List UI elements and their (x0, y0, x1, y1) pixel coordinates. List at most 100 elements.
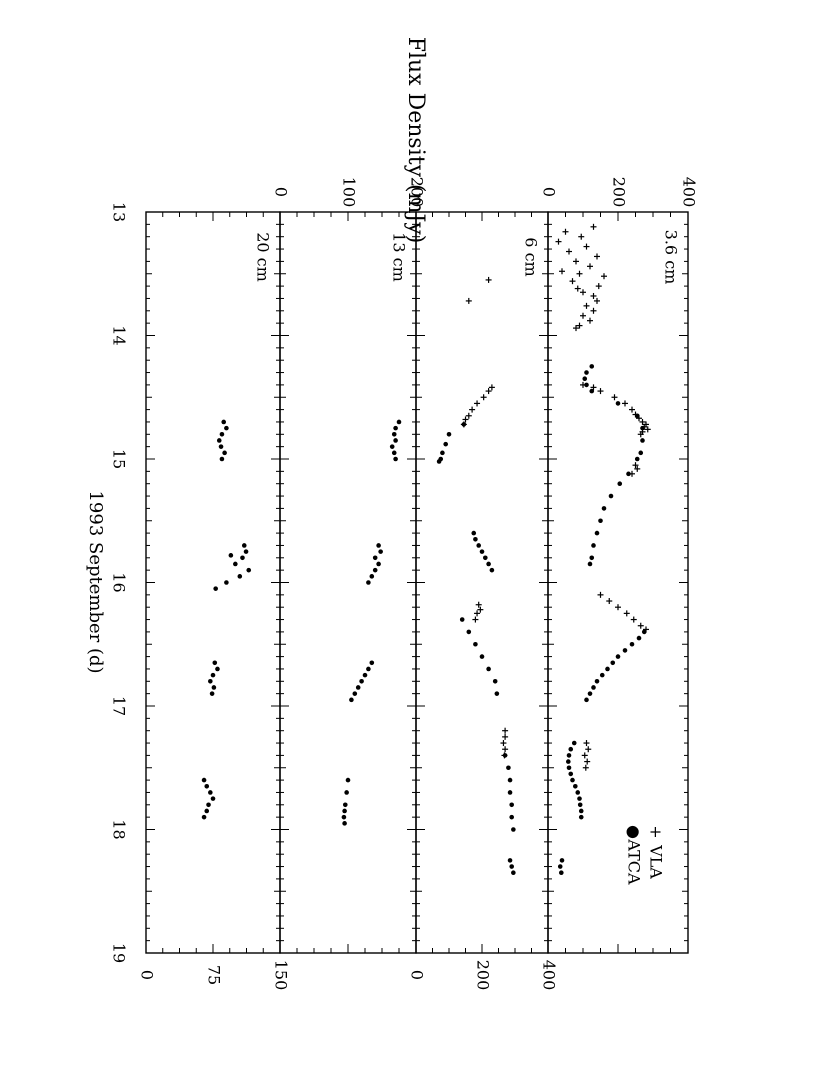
panel-20-cm (145, 211, 281, 954)
x-axis-title: 1993 September (d) (85, 490, 106, 673)
atca-point (638, 450, 644, 456)
atca-point (213, 586, 218, 591)
atca-point (473, 536, 478, 542)
vla-point (587, 263, 593, 270)
vla-point (502, 727, 509, 734)
atca-point (216, 438, 222, 443)
atca-point (566, 765, 572, 771)
vla-point (576, 322, 583, 329)
atca-point (507, 777, 513, 783)
x-tick-label: 14 (110, 325, 129, 345)
atca-point (228, 553, 234, 558)
x-tick-label: 16 (110, 572, 129, 592)
atca-point (210, 796, 216, 801)
atca-point (622, 648, 628, 653)
vla-point (566, 248, 572, 255)
atca-point (640, 425, 645, 431)
atca-point (577, 796, 582, 801)
atca-point (626, 471, 631, 477)
atca-point (489, 567, 495, 573)
vla-point (590, 307, 597, 314)
vla-point (562, 228, 569, 235)
atca-point (436, 459, 442, 464)
vla-point (574, 285, 581, 292)
vla-point (594, 297, 600, 304)
atca-point (208, 679, 213, 684)
atca-point (218, 444, 224, 449)
atca-point (211, 685, 217, 690)
atca-point (446, 432, 452, 437)
vla-point (644, 426, 651, 433)
atca-point (206, 802, 211, 808)
vla-point (583, 243, 590, 250)
atca-point (568, 771, 574, 777)
vla-point (615, 604, 621, 611)
atca-point (466, 629, 472, 635)
atca-point (584, 697, 589, 703)
atca-point (366, 580, 371, 585)
vla-point (584, 758, 591, 765)
y-axis-title: Flux Density (mJy) (403, 37, 428, 244)
atca-point (486, 561, 491, 567)
atca-point (440, 450, 445, 456)
x-tick-label: 17 (110, 696, 129, 716)
y-tick-label: 200 (474, 960, 493, 991)
y-tick-label: 0 (540, 187, 559, 197)
atca-point (571, 740, 577, 746)
atca-point (224, 425, 229, 431)
atca-point (471, 530, 477, 536)
vla-point (469, 406, 476, 413)
atca-point (557, 864, 563, 869)
vla-point (485, 276, 492, 283)
atca-point (219, 456, 225, 462)
y-tick-label: 200 (408, 177, 427, 208)
atca-point (589, 388, 595, 394)
panel-frame (415, 211, 549, 954)
atca-point (634, 456, 640, 462)
atca-point (393, 438, 398, 443)
vla-point (477, 606, 484, 613)
atca-point (566, 753, 572, 758)
vla-point (597, 591, 604, 598)
vla-point (485, 388, 492, 395)
legend-label: VLA (647, 844, 666, 879)
vla-point (632, 462, 639, 469)
x-tick-label: 15 (110, 449, 129, 469)
vla-point (569, 278, 576, 285)
atca-point (233, 561, 238, 567)
atca-point (578, 814, 584, 820)
atca-point (509, 814, 514, 820)
atca-point (391, 450, 397, 456)
atca-point (599, 672, 605, 678)
vla-point (594, 253, 600, 260)
atca-point (511, 827, 516, 832)
vla-point (465, 412, 472, 419)
atca-point (376, 561, 381, 567)
vla-point (590, 384, 597, 391)
atca-point (507, 858, 513, 863)
atca-point (221, 419, 227, 425)
atca-point (589, 555, 595, 561)
atca-point (369, 574, 375, 579)
atca-point (507, 790, 513, 795)
atca-point (237, 574, 243, 579)
vla-point (580, 289, 586, 296)
atca-point (393, 425, 398, 431)
atca-point (372, 567, 378, 573)
panel-frame (145, 211, 281, 954)
atca-point (641, 629, 647, 635)
y-tick-label: 100 (340, 177, 359, 208)
vla-point (474, 610, 481, 617)
atca-point (476, 543, 482, 548)
y-tick-label: 150 (272, 960, 291, 991)
atca-point (594, 530, 600, 536)
atca-point (509, 802, 514, 808)
atca-point (615, 401, 621, 406)
atca-point (605, 666, 610, 672)
vla-point (595, 283, 602, 290)
atca-point (208, 790, 213, 795)
atca-point (243, 549, 249, 554)
atca-point (241, 543, 247, 548)
atca-point (342, 821, 347, 826)
atca-point (396, 419, 402, 425)
